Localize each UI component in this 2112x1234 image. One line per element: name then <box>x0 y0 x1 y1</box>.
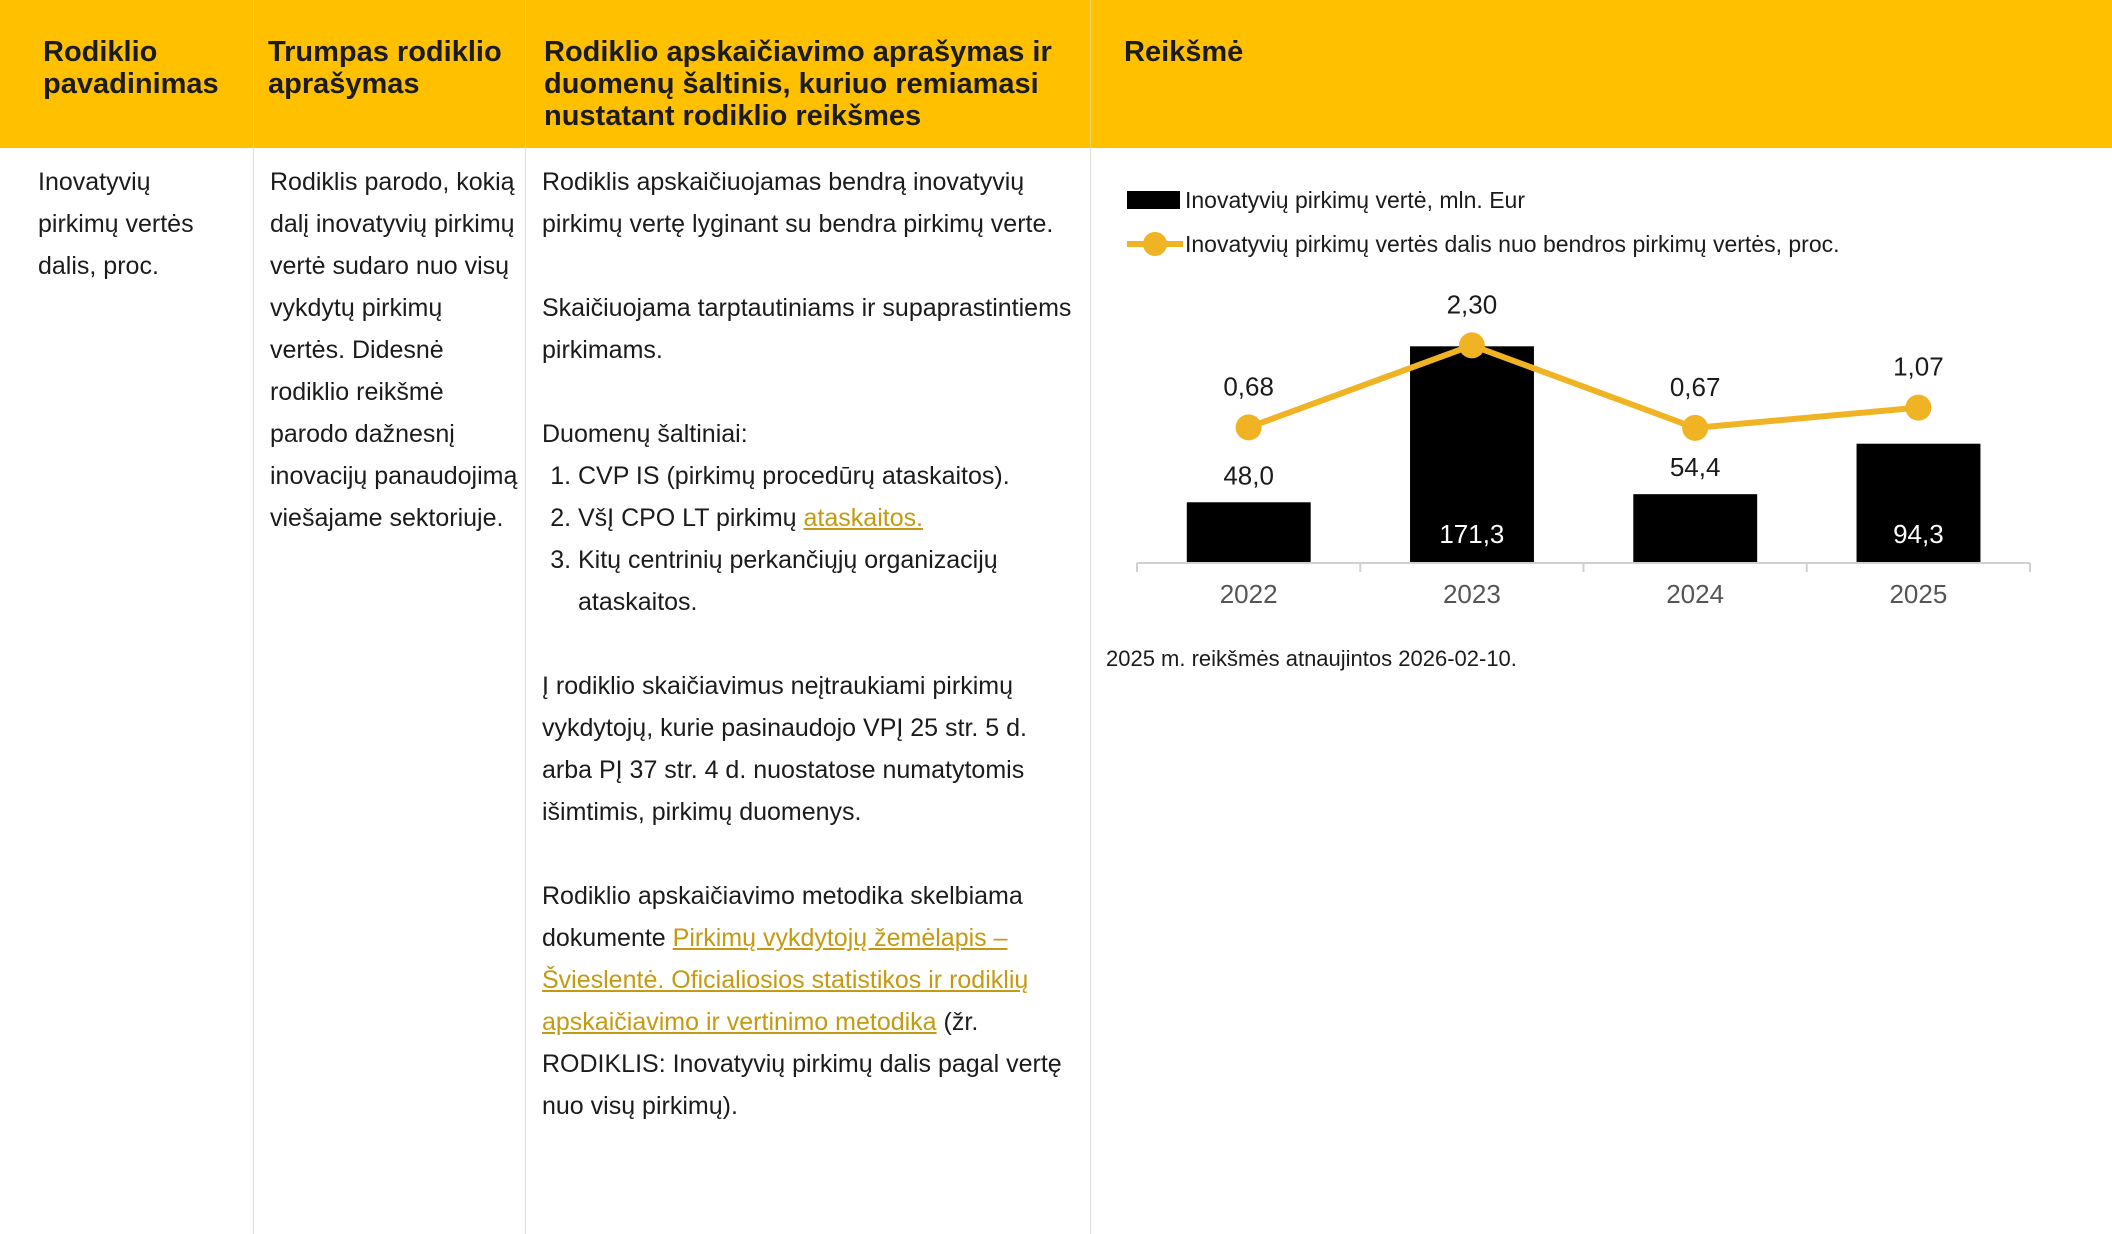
note: 2025 m. reikšmės atnaujintos 2026-02-10. <box>1106 646 1517 671</box>
line-point <box>1682 414 1709 441</box>
x-tick-label: 2022 <box>1220 579 1278 609</box>
x-tick-label: 2023 <box>1443 579 1501 609</box>
bar <box>1186 502 1311 563</box>
line <box>1247 342 1919 431</box>
data-label: 0,68 <box>1223 371 1274 401</box>
x-tick-label: 2025 <box>1889 579 1947 609</box>
paragraph: Duomenų šaltiniai: <box>542 420 748 448</box>
link[interactable]: ataskaitos. <box>803 504 924 532</box>
header-cell: Reikšmė <box>1090 0 2112 148</box>
data-label: 1,07 <box>1893 352 1944 382</box>
text: VšĮ CPO LT pirkimų <box>578 504 797 532</box>
cell: Inovatyvių pirkimų vertės dalis, proc. <box>0 148 253 1234</box>
cell: Inovatyvių pirkimų vertė, mln. Eur Inovat… <box>1090 148 2112 1234</box>
legend-swatch <box>1143 232 1167 256</box>
bar <box>1410 346 1534 563</box>
header-cell: Rodiklio apskaičiavimo aprašymas ir duom… <box>525 0 1090 148</box>
line-point <box>1458 332 1485 359</box>
data-label: 0,67 <box>1670 372 1721 402</box>
chart: Inovatyvių pirkimų vertė, mln. Eur Inovat… <box>1106 187 2031 671</box>
data-label: 94,3 <box>1893 519 1944 549</box>
paragraph: Rodiklis apskaičiuojamas bendrą inovatyv… <box>542 168 1054 238</box>
paragraph: Skaičiuojama tarptautiniams ir supaprast… <box>542 294 1072 364</box>
text: Rodiklio apskaičiavimo metodika skelbiam… <box>542 882 1023 952</box>
cell: Rodiklis apskaičiuojamas bendrą inovatyv… <box>525 148 1090 1234</box>
data-label: 54,4 <box>1670 452 1721 482</box>
source-item: VšĮ CPO LT pirkimų ataskaitos. <box>578 497 1082 539</box>
data-label: 2,30 <box>1447 289 1498 319</box>
indicator-name: Inovatyvių pirkimų vertės dalis, proc. <box>38 168 194 280</box>
text: (žr. RODIKLIS: Inovatyvių pirkimų dalis … <box>542 1008 1062 1120</box>
bar <box>1633 494 1758 563</box>
data-label: 171,3 <box>1439 519 1504 549</box>
x-tick-label: 2024 <box>1666 579 1724 609</box>
bar <box>1856 443 1981 563</box>
data-label: 48,0 <box>1223 460 1274 490</box>
legend-label: Inovatyvių pirkimų vertės dalis nuo bend… <box>1185 231 1840 257</box>
source-list: CVP IS (pirkimų procedūrų ataskaitos). V… <box>542 455 1082 623</box>
legend-label: Inovatyvių pirkimų vertė, mln. Eur <box>1185 187 1525 213</box>
header-cell: Trumpas rodiklio aprašymas <box>253 0 525 148</box>
paragraph: Rodiklio apskaičiavimo metodika skelbiam… <box>542 875 1082 1127</box>
source-item: Kitų centrinių perkančiųjų organizacijų … <box>578 539 1082 623</box>
legend-swatch <box>1127 191 1180 209</box>
line-point <box>1235 414 1262 441</box>
text: CVP IS (pirkimų procedūrų ataskaitos). <box>578 462 1010 490</box>
cell: Rodiklis parodo, kokią dalį inovatyvių p… <box>253 148 525 1234</box>
source-item: CVP IS (pirkimų procedūrų ataskaitos). <box>578 455 1082 497</box>
line-point <box>1905 394 1932 421</box>
text: Kitų centrinių perkančiųjų organizacijų … <box>578 546 998 616</box>
short-description: Rodiklis parodo, kokią dalį inovatyvių p… <box>270 168 518 532</box>
paragraph: Į rodiklio skaičiavimus neįtraukiami pir… <box>542 672 1027 826</box>
header-cell: Rodiklio pavadinimas <box>0 0 253 148</box>
link[interactable]: Pirkimų vykdytojų žemėlapis – Švieslentė… <box>542 924 1029 1036</box>
